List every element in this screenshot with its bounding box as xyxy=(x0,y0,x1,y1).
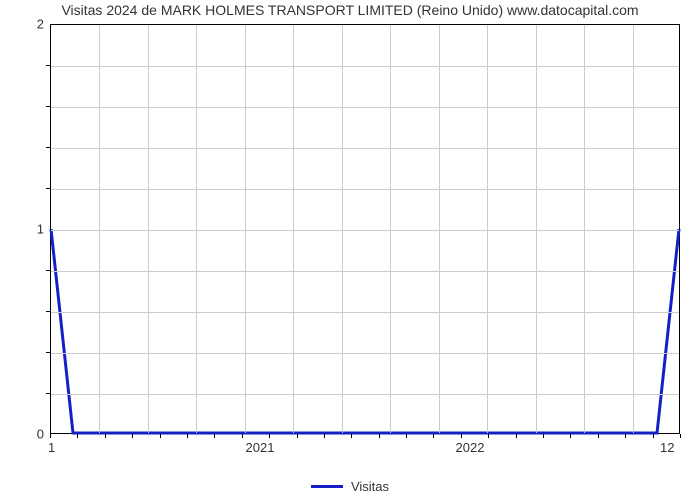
x-axis-minor-tick xyxy=(488,434,489,438)
y-axis-minor-tick xyxy=(46,65,50,66)
x-axis-tick-label: 2021 xyxy=(246,440,275,455)
x-axis-minor-tick xyxy=(132,434,133,438)
legend-label: Visitas xyxy=(351,479,389,494)
y-axis-minor-tick xyxy=(46,270,50,271)
gridline-horizontal xyxy=(51,66,679,67)
x-axis-minor-tick xyxy=(214,434,215,438)
x-axis-minor-tick xyxy=(105,434,106,438)
gridline-horizontal xyxy=(51,107,679,108)
y-axis-tick-label: 2 xyxy=(4,17,44,32)
gridline-horizontal xyxy=(51,353,679,354)
gridline-horizontal xyxy=(51,312,679,313)
chart-title: Visitas 2024 de MARK HOLMES TRANSPORT LI… xyxy=(0,2,700,18)
x-axis-minor-tick xyxy=(50,434,51,438)
y-axis-minor-tick xyxy=(46,352,50,353)
x-axis-minor-tick xyxy=(570,434,571,438)
x-axis-minor-tick xyxy=(461,434,462,438)
gridline-vertical xyxy=(633,25,634,433)
gridline-vertical xyxy=(536,25,537,433)
gridline-vertical xyxy=(293,25,294,433)
x-axis-minor-tick xyxy=(543,434,544,438)
x-axis-left-label: 1 xyxy=(48,440,55,455)
x-axis-minor-tick xyxy=(351,434,352,438)
x-axis-minor-tick xyxy=(516,434,517,438)
plot-area xyxy=(50,24,680,434)
x-axis-minor-tick xyxy=(433,434,434,438)
x-axis-minor-tick xyxy=(324,434,325,438)
gridline-vertical xyxy=(245,25,246,433)
x-axis-right-label: 12 xyxy=(660,440,674,455)
legend-swatch xyxy=(311,485,343,488)
gridline-horizontal xyxy=(51,230,679,231)
y-axis-minor-tick xyxy=(46,106,50,107)
y-axis-minor-tick xyxy=(46,393,50,394)
x-axis-minor-tick xyxy=(269,434,270,438)
x-axis-minor-tick xyxy=(297,434,298,438)
x-axis-minor-tick xyxy=(653,434,654,438)
legend: Visitas xyxy=(0,478,700,494)
x-axis-minor-tick xyxy=(598,434,599,438)
gridline-vertical xyxy=(196,25,197,433)
gridline-vertical xyxy=(342,25,343,433)
x-axis-minor-tick xyxy=(680,434,681,438)
x-axis-minor-tick xyxy=(77,434,78,438)
y-axis-minor-tick xyxy=(46,311,50,312)
x-axis-minor-tick xyxy=(160,434,161,438)
gridline-vertical xyxy=(439,25,440,433)
gridline-vertical xyxy=(487,25,488,433)
x-axis-minor-tick xyxy=(406,434,407,438)
gridline-horizontal xyxy=(51,189,679,190)
x-axis-minor-tick xyxy=(187,434,188,438)
x-axis-minor-tick xyxy=(379,434,380,438)
gridline-horizontal xyxy=(51,271,679,272)
gridline-vertical xyxy=(148,25,149,433)
gridline-horizontal xyxy=(51,148,679,149)
gridline-horizontal xyxy=(51,394,679,395)
gridline-vertical xyxy=(390,25,391,433)
x-axis-tick-label: 2022 xyxy=(456,440,485,455)
y-axis-minor-tick xyxy=(46,188,50,189)
y-axis-minor-tick xyxy=(46,147,50,148)
y-axis-tick-label: 0 xyxy=(4,427,44,442)
x-axis-minor-tick xyxy=(242,434,243,438)
gridline-vertical xyxy=(584,25,585,433)
x-axis-minor-tick xyxy=(625,434,626,438)
y-axis-tick-label: 1 xyxy=(4,222,44,237)
gridline-vertical xyxy=(99,25,100,433)
